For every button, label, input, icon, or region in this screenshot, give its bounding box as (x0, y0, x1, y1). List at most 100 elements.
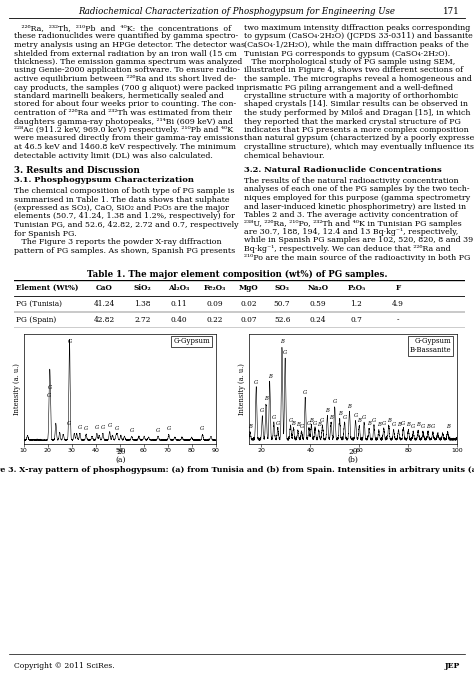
Text: 171: 171 (443, 7, 460, 16)
Text: than natural gypsum (characterized by a poorly expressed: than natural gypsum (characterized by a … (244, 134, 474, 143)
Text: G: G (362, 415, 366, 420)
Text: detectable activity limit (DL) was also calculated.: detectable activity limit (DL) was also … (14, 151, 213, 160)
Text: G: G (84, 426, 88, 431)
Text: G: G (421, 424, 425, 429)
Text: G: G (260, 409, 264, 414)
Text: G: G (115, 426, 119, 431)
Text: thickness). The emission gamma spectrum was analyzed: thickness). The emission gamma spectrum … (14, 58, 243, 66)
Text: B: B (337, 411, 342, 416)
Text: ²¹⁰Po are the main source of the radioactivity in both PG: ²¹⁰Po are the main source of the radioac… (244, 253, 471, 261)
Text: B: B (367, 420, 371, 426)
Text: are 30.7, 188, 194, 12.4 and 13 Bq·kg⁻¹, respectively,: are 30.7, 188, 194, 12.4 and 13 Bq·kg⁻¹,… (244, 228, 458, 236)
Text: these radionuclides were quantified by gamma spectro-: these radionuclides were quantified by g… (14, 33, 238, 41)
Text: G: G (101, 425, 105, 430)
Text: G: G (313, 420, 317, 426)
Text: G: G (47, 392, 52, 398)
Text: B: B (292, 420, 295, 426)
Text: 0.09: 0.09 (206, 300, 223, 308)
Text: summarised in Тable 1. The data shows that sulphate: summarised in Тable 1. The data shows th… (14, 196, 230, 204)
Text: metry analysis using an HPGe detector. The detector was: metry analysis using an HPGe detector. T… (14, 41, 246, 49)
Text: 2θ: 2θ (348, 448, 358, 456)
Text: SO₃: SO₃ (274, 284, 290, 292)
Text: standard marinelli beakers, hermetically sealed and: standard marinelli beakers, hermetically… (14, 92, 224, 100)
Text: elements (50.7, 41.24, 1.38 and 1.2%, respectively) for: elements (50.7, 41.24, 1.38 and 1.2%, re… (14, 213, 235, 221)
Text: G: G (382, 420, 386, 426)
Text: G: G (392, 422, 396, 427)
Text: stored for about four weeks prior to counting. The con-: stored for about four weeks prior to cou… (14, 100, 237, 109)
Text: 0.11: 0.11 (170, 300, 187, 308)
Text: crystalline structure with a majority of orthorhombic: crystalline structure with a majority of… (244, 92, 458, 100)
Text: chemical behaviour.: chemical behaviour. (244, 151, 325, 160)
Text: 3.2. Natural Radionuclide Concentrations: 3.2. Natural Radionuclide Concentrations (244, 166, 442, 174)
Text: 41.24: 41.24 (94, 300, 115, 308)
Text: at 46.5 keV and 1460.8 keV respectively. The minimum: at 46.5 keV and 1460.8 keV respectively.… (14, 143, 236, 151)
Text: G: G (320, 418, 325, 423)
Text: G: G (272, 415, 276, 420)
Text: 52.6: 52.6 (274, 316, 291, 324)
Text: active equilibrium between ²²⁶Ra and its short lived de-: active equilibrium between ²²⁶Ra and its… (14, 75, 237, 83)
Text: pattern of PG samples. As shown, Spanish PG presents: pattern of PG samples. As shown, Spanish… (14, 246, 236, 255)
Text: 0.7: 0.7 (350, 316, 363, 324)
Text: ²²⁶Ra,  ²³²Th,  ²¹⁰Pb  and  ⁴⁰K:  the  concentrations  of: ²²⁶Ra, ²³²Th, ²¹⁰Pb and ⁴⁰K: the concent… (14, 24, 231, 32)
Text: G: G (303, 390, 308, 395)
Text: two maximum intensity diffraction peaks corresponding: two maximum intensity diffraction peaks … (244, 24, 470, 32)
Text: 0.22: 0.22 (206, 316, 223, 324)
Text: MgO: MgO (238, 284, 258, 292)
Text: G: G (201, 426, 205, 431)
Text: B: B (317, 422, 321, 427)
Text: B: B (329, 415, 333, 420)
Text: G: G (289, 418, 292, 423)
Text: B: B (248, 424, 252, 429)
Text: prismatic PG piling arrangement and a well-defined: prismatic PG piling arrangement and a we… (244, 84, 453, 92)
Text: G: G (67, 340, 72, 344)
Text: Tunisian PG corresponds to gypsum (CaSO₄·2H₂O).: Tunisian PG corresponds to gypsum (CaSO₄… (244, 50, 450, 58)
Text: and laser-induced kinetic phosphorimetry) are listed in: and laser-induced kinetic phosphorimetry… (244, 202, 466, 210)
Text: B: B (357, 418, 361, 423)
Text: Tables 2 and 3. The average activity concentration of: Tables 2 and 3. The average activity con… (244, 211, 458, 219)
Text: analyses of each one of the PG samples by the two tech-: analyses of each one of the PG samples b… (244, 185, 470, 194)
Text: G: G (48, 386, 52, 390)
Text: (CaSO₄·1/2H₂O), while the main diffraction peaks of the: (CaSO₄·1/2H₂O), while the main diffracti… (244, 41, 469, 49)
Text: 0.07: 0.07 (240, 316, 257, 324)
Text: B: B (310, 418, 313, 423)
Text: Na₂O: Na₂O (308, 284, 329, 292)
Text: B: B (347, 404, 351, 409)
Text: B: B (268, 374, 272, 380)
Text: crystalline structure), which may eventually influence its: crystalline structure), which may eventu… (244, 143, 474, 151)
Text: Copyright © 2011 SciRes.: Copyright © 2011 SciRes. (14, 662, 115, 670)
Text: The morphological study of PG sample using SEM,: The morphological study of PG sample usi… (244, 58, 456, 66)
Text: JEP: JEP (445, 662, 460, 670)
Text: 3.1. Phosphogypsum Characterization: 3.1. Phosphogypsum Characterization (14, 176, 194, 184)
Text: G-Gypsum
B-Bassanite: G-Gypsum B-Bassanite (410, 337, 451, 354)
Text: were measured directly from their gamma-ray emissions: were measured directly from their gamma-… (14, 134, 244, 143)
Text: B: B (426, 424, 430, 429)
Text: PG (Tunisia): PG (Tunisia) (17, 300, 63, 308)
Text: G: G (333, 399, 337, 404)
Text: B: B (296, 422, 300, 427)
Text: the sample. The micrographs reveal a homogeneous and: the sample. The micrographs reveal a hom… (244, 75, 472, 83)
Text: (a): (a) (116, 456, 126, 464)
Text: shaped crystals [14]. Similar results can be observed in: shaped crystals [14]. Similar results ca… (244, 100, 468, 109)
Text: SiO₂: SiO₂ (134, 284, 151, 292)
Y-axis label: Intensity (a. u.): Intensity (a. u.) (13, 363, 21, 415)
Text: G: G (283, 350, 287, 355)
Text: (b): (b) (348, 456, 358, 464)
Text: B: B (406, 422, 410, 427)
Text: B: B (397, 422, 401, 427)
Text: Table 1. The major element composition (wt%) of PG samples.: Table 1. The major element composition (… (87, 270, 387, 279)
Text: (expressed as SO₃), CaO, SiO₂ and P₂O₅ are the major: (expressed as SO₃), CaO, SiO₂ and P₂O₅ a… (14, 204, 229, 212)
Text: 50.7: 50.7 (274, 300, 291, 308)
Text: for Spanish PG.: for Spanish PG. (14, 230, 77, 238)
Text: Bq·kg⁻¹, respectively. We can deduce that ²²⁶Ra and: Bq·kg⁻¹, respectively. We can deduce tha… (244, 245, 451, 253)
Text: G-Gypsum: G-Gypsum (173, 337, 210, 346)
Text: 2.72: 2.72 (134, 316, 151, 324)
Text: Tunisian PG, and 52.6, 42.82, 2.72 and 0.7, respectively: Tunisian PG, and 52.6, 42.82, 2.72 and 0… (14, 221, 239, 229)
Text: G: G (67, 420, 71, 426)
Text: B: B (387, 418, 391, 423)
Text: G: G (401, 420, 406, 426)
Text: illustrated in Figure 4, shows two different sections of: illustrated in Figure 4, shows two diffe… (244, 67, 463, 75)
Text: The chemical composition of both type of PG sample is: The chemical composition of both type of… (14, 187, 235, 195)
Text: CaO: CaO (96, 284, 113, 292)
Text: centration of ²²⁶Ra and ²³²Th was estimated from their: centration of ²²⁶Ra and ²³²Th was estima… (14, 109, 232, 117)
Text: G: G (254, 380, 258, 385)
